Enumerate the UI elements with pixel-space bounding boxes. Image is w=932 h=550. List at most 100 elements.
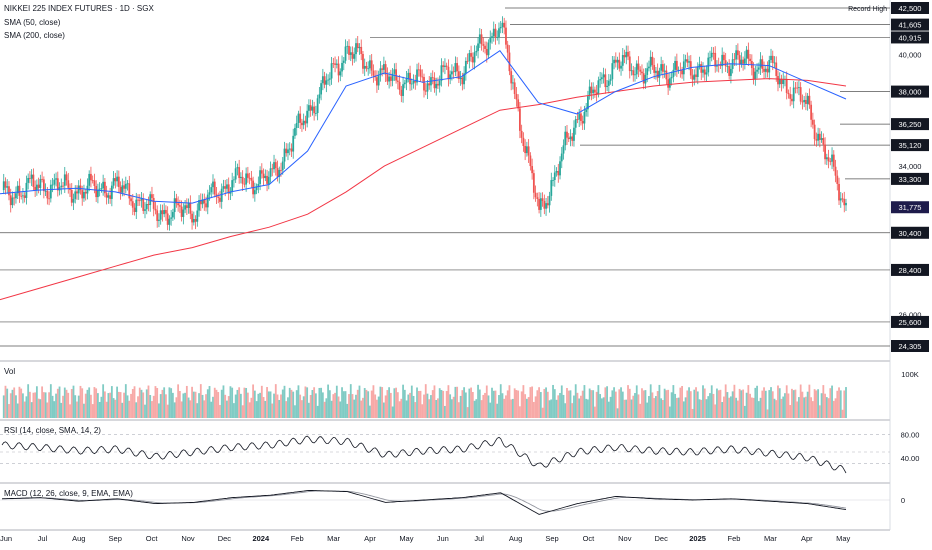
candle-body	[473, 52, 476, 63]
price-level-tag	[891, 226, 929, 239]
candle-body	[419, 69, 422, 77]
volume-bar	[665, 390, 668, 418]
candle-body	[342, 60, 345, 63]
candle-body	[606, 85, 608, 88]
price-axis-tick: 40,915	[899, 33, 922, 42]
candle-body	[400, 89, 403, 96]
volume-bar	[123, 392, 125, 418]
time-axis-label: Sep	[109, 534, 122, 543]
candle-body	[356, 43, 359, 49]
volume-bar	[487, 395, 490, 418]
candle-body	[55, 178, 57, 180]
volume-bar	[503, 398, 506, 418]
candle-body	[616, 59, 619, 63]
candle-body	[512, 82, 514, 84]
volume-bar	[360, 400, 363, 418]
candle-body	[442, 65, 445, 67]
candle-body	[192, 218, 195, 223]
candle-body	[142, 198, 145, 211]
volume-bar	[607, 401, 610, 418]
volume-bar	[740, 390, 743, 418]
volume-bar	[757, 401, 760, 418]
volume-bar	[90, 394, 92, 418]
candle-body	[48, 198, 50, 200]
candle-body	[782, 79, 785, 85]
candle-body	[519, 108, 521, 131]
volume-bar	[473, 400, 476, 418]
candle-body	[311, 106, 314, 111]
volume-bar	[170, 388, 173, 418]
candle-body	[264, 175, 267, 179]
volume-bar	[531, 386, 534, 418]
candle-body	[314, 113, 317, 114]
candle-body	[838, 183, 840, 201]
volume-bar	[679, 387, 682, 418]
volume-bar	[578, 398, 581, 418]
candle-body	[283, 148, 286, 162]
candle-body	[477, 43, 479, 51]
candle-body	[208, 192, 211, 195]
volume-bar	[845, 387, 847, 418]
volume-bar	[639, 403, 642, 418]
candle-body	[341, 62, 343, 72]
volume-bar	[628, 388, 631, 418]
candle-body	[328, 78, 331, 80]
volume-bar	[86, 389, 89, 418]
candle-body	[107, 195, 110, 198]
candle-body	[757, 67, 760, 70]
volume-bar	[34, 392, 37, 418]
volume-bar	[623, 399, 626, 418]
candle-body	[836, 175, 839, 184]
candle-body	[491, 36, 493, 38]
candle-body	[414, 80, 417, 83]
volume-bar	[128, 400, 131, 418]
price-level-tag	[891, 2, 929, 14]
volume-bar	[206, 389, 209, 418]
candle-body	[810, 104, 813, 120]
volume-bar	[766, 409, 769, 418]
volume-bar	[379, 386, 382, 418]
volume-bar	[843, 390, 846, 418]
candle-body	[457, 71, 460, 80]
volume-bar	[131, 389, 134, 418]
volume-bar	[736, 400, 739, 418]
macd-line	[1, 489, 847, 515]
candle-body	[778, 79, 781, 85]
candle-body	[42, 179, 45, 192]
volume-bar	[205, 394, 207, 418]
candle-body	[51, 184, 54, 186]
volume-bar	[271, 403, 274, 418]
candle-body	[503, 22, 506, 28]
candle-body	[233, 179, 235, 181]
volume-bar	[355, 394, 357, 418]
candle-body	[764, 68, 767, 72]
price-level-tag	[891, 263, 929, 276]
volume-bar	[151, 401, 153, 418]
candle-body	[662, 64, 664, 72]
candle-body	[461, 77, 464, 85]
volume-bar	[508, 385, 511, 418]
volume-bar	[651, 392, 654, 418]
candle-body	[646, 68, 649, 75]
candle-body	[639, 69, 642, 72]
price-axis-tick: 34,000	[899, 162, 922, 171]
candle-body	[119, 186, 122, 193]
candle-body	[789, 94, 792, 99]
volume-bar	[702, 385, 704, 418]
volume-bar	[581, 390, 584, 418]
candle-body	[482, 44, 485, 46]
candle-body	[88, 173, 91, 186]
volume-bar	[358, 385, 361, 418]
candle-body	[417, 69, 420, 71]
price-axis-tick: 26,000	[899, 311, 922, 320]
candle-body	[763, 68, 765, 72]
candle-body	[362, 53, 364, 69]
candle-body	[72, 198, 75, 203]
candle-body	[191, 213, 193, 223]
time-axis-label: Jul	[474, 534, 484, 543]
candle-body	[410, 83, 413, 85]
candle-body	[649, 56, 652, 67]
candle-body	[196, 210, 199, 222]
volume-bar	[745, 392, 748, 418]
